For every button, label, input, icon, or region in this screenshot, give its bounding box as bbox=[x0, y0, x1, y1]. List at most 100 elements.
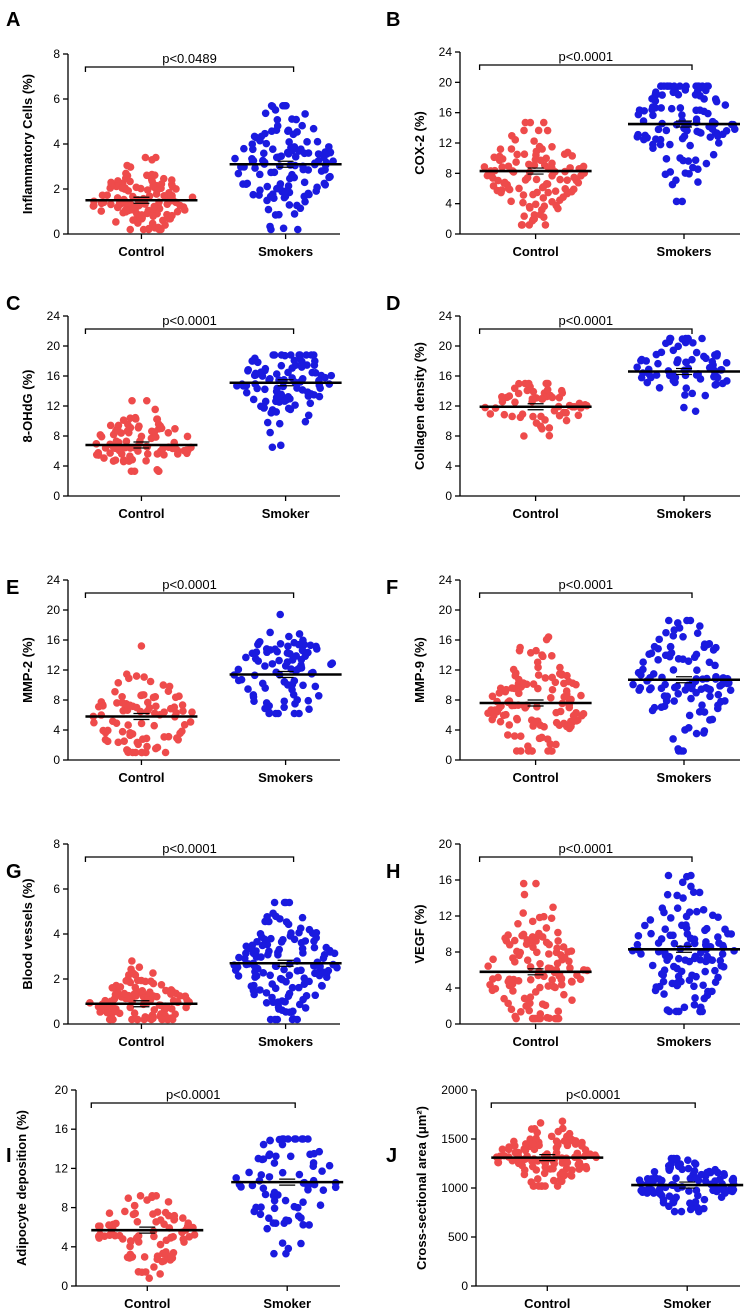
data-point bbox=[520, 150, 529, 158]
data-point bbox=[291, 401, 299, 409]
y-tick-label: 12 bbox=[55, 1161, 69, 1175]
data-point bbox=[518, 1161, 526, 1170]
x-tick-label: Control bbox=[124, 1296, 170, 1311]
data-point bbox=[649, 670, 658, 678]
y-tick-label: 4 bbox=[53, 137, 60, 151]
data-point bbox=[272, 912, 280, 921]
data-point bbox=[682, 82, 690, 90]
data-point bbox=[125, 1254, 134, 1262]
data-point bbox=[111, 1007, 119, 1016]
data-point bbox=[293, 201, 301, 210]
data-point bbox=[270, 1159, 279, 1167]
data-point bbox=[688, 971, 696, 980]
y-tick-label: 20 bbox=[439, 603, 453, 617]
data-point bbox=[698, 1007, 707, 1016]
y-tick-label: 4 bbox=[445, 459, 452, 473]
data-point bbox=[327, 371, 336, 380]
data-point bbox=[714, 701, 722, 710]
data-point bbox=[182, 1003, 190, 1012]
data-point bbox=[520, 1170, 529, 1179]
data-point bbox=[149, 1210, 157, 1218]
y-tick-label: 1500 bbox=[441, 1132, 468, 1146]
data-point bbox=[281, 998, 289, 1006]
data-point bbox=[691, 994, 699, 1002]
data-point bbox=[522, 1002, 530, 1010]
data-point bbox=[553, 1182, 562, 1190]
data-point bbox=[639, 658, 647, 667]
data-point bbox=[156, 1270, 164, 1278]
data-point bbox=[711, 1177, 719, 1185]
data-point bbox=[510, 958, 519, 966]
y-tick-label: 0 bbox=[53, 1017, 60, 1031]
data-point bbox=[171, 425, 179, 433]
data-point bbox=[690, 935, 699, 944]
data-point bbox=[309, 1159, 318, 1167]
data-point bbox=[259, 968, 268, 977]
data-point bbox=[670, 1207, 679, 1216]
data-point bbox=[647, 373, 655, 382]
data-point bbox=[171, 693, 180, 702]
data-point bbox=[240, 144, 248, 153]
data-point bbox=[311, 682, 320, 691]
data-point bbox=[529, 387, 538, 396]
data-point bbox=[261, 109, 270, 118]
data-point bbox=[701, 391, 710, 400]
data-point bbox=[288, 170, 296, 179]
y-tick-label: 20 bbox=[439, 837, 453, 851]
data-point bbox=[152, 992, 161, 1001]
data-point bbox=[319, 968, 328, 977]
data-point bbox=[683, 941, 692, 950]
data-point bbox=[637, 373, 646, 382]
data-point bbox=[298, 1135, 306, 1143]
panel-letter: C bbox=[6, 293, 20, 315]
data-point bbox=[526, 993, 535, 1001]
data-point bbox=[276, 639, 285, 648]
data-point bbox=[531, 200, 540, 209]
x-tick-label: Smokers bbox=[657, 506, 712, 521]
data-point bbox=[667, 1160, 675, 1168]
data-point bbox=[100, 454, 108, 462]
data-point bbox=[161, 221, 169, 229]
data-point bbox=[548, 142, 556, 151]
data-point bbox=[169, 1233, 177, 1241]
data-point bbox=[538, 1000, 547, 1008]
data-point bbox=[498, 393, 506, 401]
data-point bbox=[250, 371, 259, 380]
y-tick-label: 2000 bbox=[441, 1083, 468, 1097]
x-tick-label: Control bbox=[118, 770, 164, 785]
data-point bbox=[103, 191, 112, 200]
data-point bbox=[532, 1134, 540, 1143]
data-point bbox=[280, 397, 289, 405]
data-point bbox=[511, 398, 519, 406]
data-point bbox=[648, 1186, 656, 1195]
data-point bbox=[500, 178, 509, 187]
data-point bbox=[317, 981, 326, 990]
data-point bbox=[528, 1140, 537, 1148]
data-point bbox=[112, 719, 121, 727]
data-point bbox=[646, 916, 655, 924]
data-point bbox=[699, 981, 707, 990]
data-point bbox=[568, 1166, 576, 1175]
y-tick-label: 6 bbox=[53, 92, 60, 106]
data-point bbox=[549, 1164, 557, 1173]
data-point bbox=[551, 187, 560, 195]
data-point bbox=[693, 666, 701, 674]
data-point bbox=[649, 111, 657, 120]
data-point bbox=[325, 380, 334, 388]
data-point bbox=[713, 351, 721, 360]
data-point bbox=[681, 726, 689, 734]
data-point bbox=[669, 962, 678, 971]
data-point bbox=[528, 1162, 537, 1171]
data-point bbox=[533, 1128, 542, 1137]
data-point bbox=[275, 419, 284, 428]
data-point bbox=[708, 987, 716, 996]
data-point bbox=[516, 413, 525, 422]
data-point bbox=[559, 943, 568, 951]
data-point bbox=[267, 168, 275, 177]
data-point bbox=[696, 948, 705, 957]
data-point bbox=[290, 935, 299, 944]
data-point bbox=[541, 221, 550, 229]
data-point bbox=[299, 681, 307, 690]
data-point bbox=[126, 1003, 135, 1012]
data-point bbox=[248, 1181, 257, 1190]
